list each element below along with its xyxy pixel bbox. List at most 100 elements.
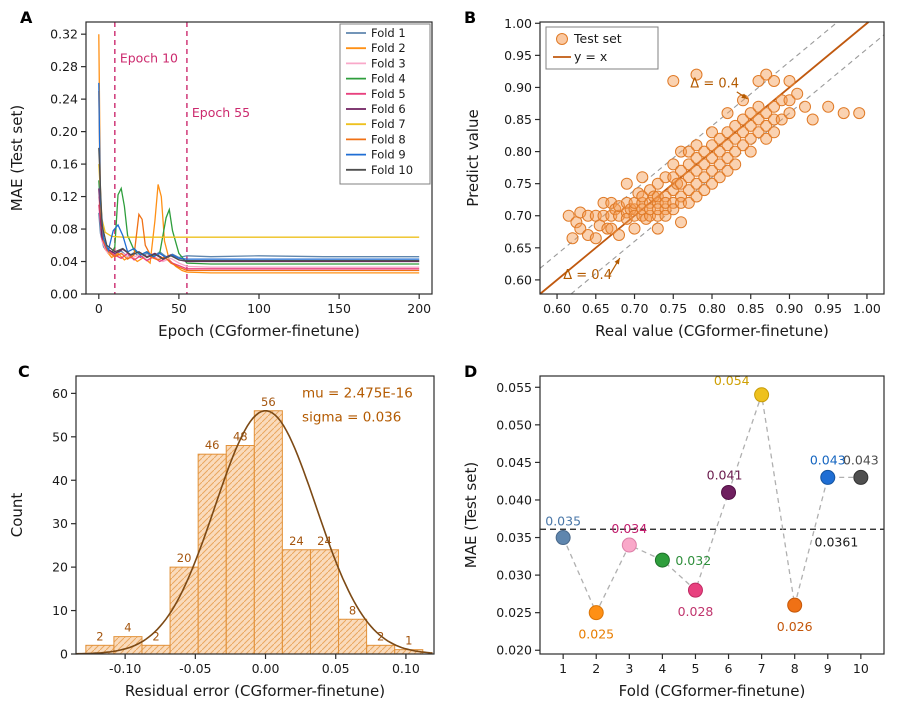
svg-text:0.80: 0.80 [504, 144, 532, 159]
svg-text:Real value (CGformer-finetune): Real value (CGformer-finetune) [595, 322, 829, 340]
svg-text:1.00: 1.00 [853, 301, 881, 316]
svg-text:0.80: 0.80 [698, 301, 726, 316]
axis: -0.10 -0.05 0.00 0.05 0.10 0 10 20 30 40 50 60 Resid… [8, 375, 435, 700]
svg-text:Test set: Test set [573, 31, 622, 46]
svg-text:2: 2 [592, 661, 600, 676]
svg-text:0.70: 0.70 [621, 301, 649, 316]
svg-text:0.00: 0.00 [50, 287, 78, 302]
panel-a-training-curves: Epoch 10 Epoch 55 0 50 100 150 200 0.00 0.04 0.08… [8, 21, 433, 340]
svg-text:20: 20 [177, 551, 192, 565]
fold-point [555, 530, 571, 546]
svg-text:0.032: 0.032 [675, 553, 711, 568]
svg-text:0.70: 0.70 [504, 208, 532, 223]
svg-text:0.90: 0.90 [504, 80, 532, 95]
series-line [98, 204, 420, 270]
svg-text:3: 3 [625, 661, 633, 676]
gaussian-fit-curve [75, 410, 433, 655]
svg-text:0.75: 0.75 [504, 176, 532, 191]
svg-text:Fold (CGformer-finetune): Fold (CGformer-finetune) [619, 682, 806, 700]
series-line [98, 212, 420, 259]
svg-text:0.90: 0.90 [776, 301, 804, 316]
svg-text:0.65: 0.65 [582, 301, 610, 316]
svg-text:0.043: 0.043 [810, 452, 846, 467]
svg-text:0.040: 0.040 [496, 492, 532, 507]
svg-text:0.60: 0.60 [543, 301, 571, 316]
svg-text:6: 6 [725, 661, 733, 676]
svg-text:0.95: 0.95 [504, 48, 532, 63]
svg-text:20: 20 [52, 560, 68, 575]
svg-text:8: 8 [349, 603, 356, 617]
svg-text:4: 4 [124, 621, 131, 635]
svg-text:0.95: 0.95 [814, 301, 842, 316]
panel-d-fold-mae-plot: 0.0361 0.035 0.025 0.034 0.032 0.028 0.041 0.05… [462, 373, 885, 700]
series-line [98, 147, 420, 262]
svg-text:Predict value: Predict value [464, 109, 482, 206]
svg-text:0.00: 0.00 [252, 661, 280, 676]
series-line [98, 188, 420, 263]
svg-text:Epoch 55: Epoch 55 [192, 105, 250, 120]
svg-text:mu = 2.475E-16: mu = 2.475E-16 [302, 386, 413, 402]
svg-text:Epoch 10: Epoch 10 [120, 51, 178, 66]
panel-d-letter: D [464, 362, 478, 381]
svg-text:40: 40 [52, 473, 68, 488]
svg-text:Count: Count [8, 493, 26, 538]
fold-point [654, 552, 670, 568]
svg-text:0.028: 0.028 [678, 604, 714, 619]
svg-text:0.05: 0.05 [322, 661, 350, 676]
svg-text:8: 8 [791, 661, 799, 676]
svg-text:0.043: 0.043 [843, 452, 879, 467]
svg-text:0.24: 0.24 [50, 92, 78, 107]
svg-text:0.025: 0.025 [578, 627, 614, 642]
svg-text:10: 10 [853, 661, 869, 676]
svg-text:0.035: 0.035 [496, 530, 532, 545]
svg-text:Fold 9: Fold 9 [371, 148, 406, 162]
svg-text:60: 60 [52, 386, 68, 401]
svg-text:Residual error (CGformer-finet: Residual error (CGformer-finetune) [125, 682, 385, 700]
svg-text:MAE (Test set): MAE (Test set) [462, 462, 480, 568]
svg-text:0.20: 0.20 [50, 124, 78, 139]
delta-band-line [539, 21, 838, 269]
axis: 0.60 0.65 0.70 0.75 0.80 0.85 0.90 0.95 1.00 0.60… [464, 16, 885, 340]
scatter-points [562, 68, 866, 245]
svg-text:Fold 10: Fold 10 [371, 163, 413, 177]
svg-text:50: 50 [171, 301, 187, 316]
svg-text:50: 50 [52, 429, 68, 444]
svg-text:0.045: 0.045 [496, 455, 532, 470]
svg-text:0.65: 0.65 [504, 240, 532, 255]
panel-c-letter: C [18, 362, 30, 381]
series-line [98, 164, 420, 238]
svg-text:4: 4 [658, 661, 666, 676]
panel-b-letter: B [464, 8, 477, 27]
svg-text:Fold 5: Fold 5 [371, 87, 406, 101]
fold-point [588, 605, 604, 621]
svg-text:0: 0 [60, 647, 68, 662]
fold-point [853, 469, 869, 485]
svg-text:0.025: 0.025 [496, 605, 532, 620]
svg-text:2: 2 [152, 629, 159, 643]
svg-text:0.050: 0.050 [496, 417, 532, 432]
legend: Test set y = x [545, 26, 659, 70]
svg-text:24: 24 [289, 534, 304, 548]
svg-text:0: 0 [95, 301, 103, 316]
svg-text:0.030: 0.030 [496, 568, 532, 583]
svg-text:Fold 7: Fold 7 [371, 117, 406, 131]
svg-text:0.054: 0.054 [714, 373, 750, 388]
fold-point [820, 469, 836, 485]
svg-text:Fold 2: Fold 2 [371, 41, 406, 55]
panel-b-parity-plot: 0.60 0.65 0.70 0.75 0.80 0.85 0.90 0.95 1.00 0.60… [464, 16, 885, 340]
svg-text:48: 48 [233, 430, 248, 444]
svg-text:0.0361: 0.0361 [815, 534, 859, 549]
identity-line [539, 21, 870, 295]
svg-text:0.08: 0.08 [50, 222, 78, 237]
fold-connector-line [562, 394, 861, 615]
svg-text:10: 10 [52, 603, 68, 618]
svg-text:1: 1 [559, 661, 567, 676]
svg-text:56: 56 [261, 395, 276, 409]
svg-text:5: 5 [691, 661, 699, 676]
svg-text:Δ = 0.4: Δ = 0.4 [563, 268, 612, 283]
svg-text:0.85: 0.85 [737, 301, 765, 316]
svg-text:1.00: 1.00 [504, 16, 532, 31]
series-line [98, 34, 420, 274]
svg-text:0.035: 0.035 [545, 514, 581, 529]
svg-text:sigma = 0.036: sigma = 0.036 [302, 410, 401, 426]
